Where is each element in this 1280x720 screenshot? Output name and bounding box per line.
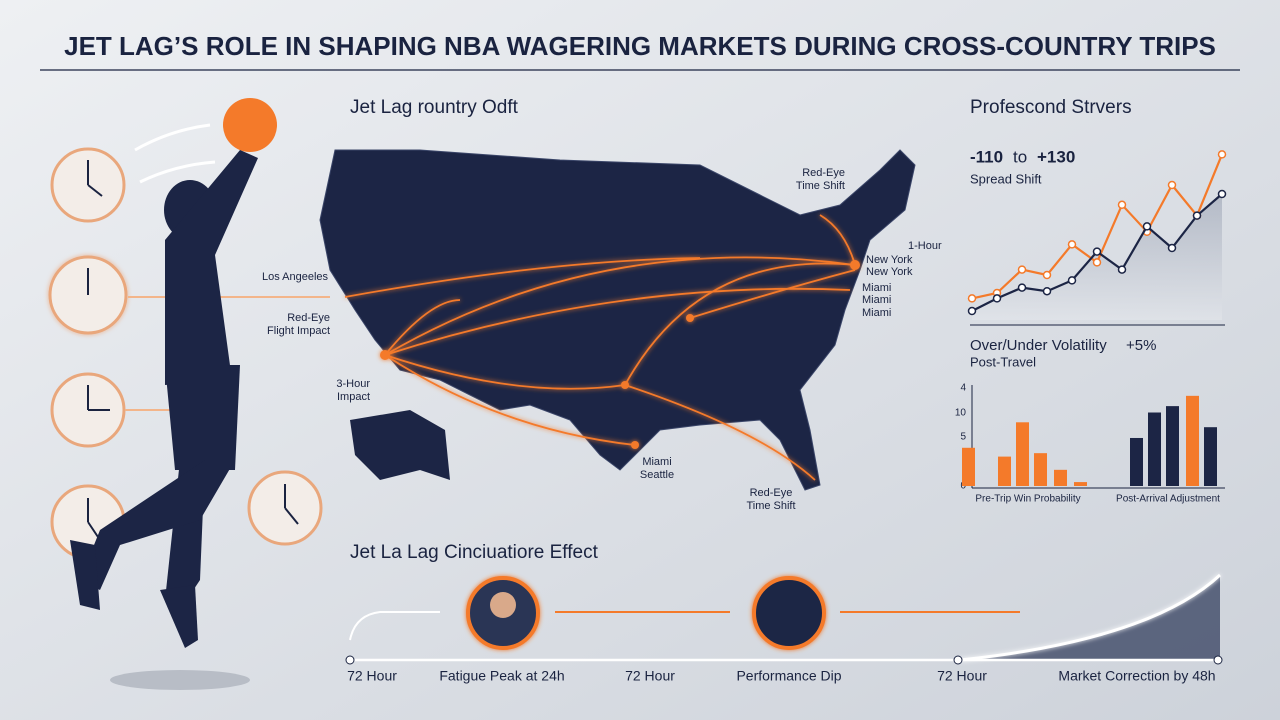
bar-axis-label: 0 — [960, 481, 966, 492]
timeline-label: 72 Hour — [937, 668, 987, 684]
point — [1067, 276, 1077, 285]
map-label: Miami — [862, 294, 891, 306]
bar — [962, 447, 975, 486]
timeline-title: Jet La Lag Cinciuatiore Effect — [350, 542, 599, 563]
bar — [1186, 395, 1199, 486]
volatility-title: Over/Under Volatility — [970, 337, 1107, 354]
point — [1017, 265, 1027, 274]
bar — [1166, 406, 1179, 486]
map-label: Seattle — [640, 469, 674, 481]
volatility-value: +5% — [1126, 337, 1156, 354]
map-label: Miami — [642, 456, 671, 468]
bar-axis-label: 5 — [960, 432, 966, 443]
panel-title: Profescond Strvers — [970, 97, 1132, 118]
map-label: New York — [866, 254, 913, 266]
timeline-label: Performance Dip — [736, 668, 841, 684]
bar — [1016, 422, 1029, 486]
bar — [1204, 427, 1217, 486]
point — [1217, 150, 1227, 159]
point — [1167, 243, 1177, 253]
point — [1042, 286, 1052, 296]
bar-axis-labels: 4 10 5 0 — [955, 383, 967, 492]
face — [490, 592, 516, 618]
bar-axis-label: 10 — [955, 408, 967, 419]
group-label: Post-Arrival Adjustment — [1116, 494, 1220, 505]
map-label: 1-Hour — [908, 240, 942, 252]
alaska — [350, 410, 450, 480]
spread-label: Spread Shift — [970, 171, 1042, 186]
point — [1192, 211, 1202, 220]
routes — [344, 214, 860, 481]
bar-axis-label: 4 — [960, 383, 966, 394]
timeline-labels: 72 Hour Fatigue Peak at 24h 72 Hour Perform… — [347, 668, 1216, 684]
volatility-sub: Post-Travel — [970, 354, 1036, 369]
map-label: Red-Eye — [287, 312, 330, 324]
point — [1092, 247, 1102, 256]
arena-icon — [752, 576, 826, 650]
timeline-label: 72 Hour — [347, 668, 397, 684]
bar — [1054, 469, 1067, 486]
map-label: Impact — [337, 391, 370, 403]
group-label: Pre-Trip Win Probability — [975, 494, 1080, 505]
title: JET LAG’S ROLE IN SHAPING NBA WAGERING M… — [64, 31, 1216, 61]
area — [972, 194, 1222, 320]
point — [1042, 270, 1052, 280]
point — [1117, 200, 1127, 210]
spread-to: to — [1013, 147, 1027, 166]
arrow — [349, 611, 440, 641]
point — [1017, 283, 1027, 292]
player — [70, 98, 277, 690]
rise-arrow — [959, 573, 1222, 662]
point — [1167, 180, 1177, 190]
rise-area — [960, 575, 1220, 660]
point — [1067, 240, 1077, 249]
spread-high: +130 — [1037, 147, 1075, 166]
map-label: Time Shift — [796, 180, 845, 192]
timeline-label: Fatigue Peak at 24h — [439, 668, 564, 684]
spread-low: -110 — [970, 147, 1003, 166]
point — [1142, 222, 1152, 231]
map-label: 3-Hour — [336, 378, 370, 390]
bar — [1074, 482, 1087, 486]
point — [1092, 258, 1102, 267]
point — [1217, 189, 1227, 199]
bar — [1148, 412, 1161, 486]
point — [967, 294, 977, 303]
map-label: Time Shift — [746, 500, 795, 512]
bar — [1130, 437, 1143, 486]
us-map — [319, 149, 916, 491]
map-label: Red-Eye — [750, 487, 793, 499]
map-label: New York — [866, 266, 913, 278]
map-label: Miami — [862, 282, 891, 294]
map-title: Jet Lag rountry Odft — [350, 97, 519, 118]
point — [967, 306, 977, 316]
timeline-dots — [345, 655, 1223, 665]
map-label: Red-Eye — [802, 167, 845, 179]
bar — [998, 456, 1011, 486]
timeline-label: 72 Hour — [625, 668, 675, 684]
map-label: Miami — [862, 307, 891, 319]
point — [992, 294, 1002, 303]
point — [1117, 265, 1127, 274]
map-label: Los Angeeles — [262, 271, 329, 283]
timeline-label: Market Correction by 48h — [1058, 668, 1215, 684]
bar — [1034, 453, 1047, 486]
map-label: Flight Impact — [267, 325, 330, 337]
